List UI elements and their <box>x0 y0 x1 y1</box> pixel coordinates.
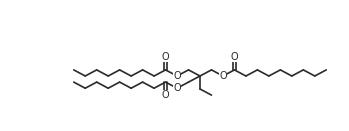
Text: O: O <box>162 52 169 62</box>
Text: O: O <box>219 71 227 81</box>
Text: O: O <box>231 52 238 62</box>
Text: O: O <box>173 71 181 81</box>
Text: O: O <box>173 83 181 93</box>
Text: O: O <box>162 90 169 100</box>
